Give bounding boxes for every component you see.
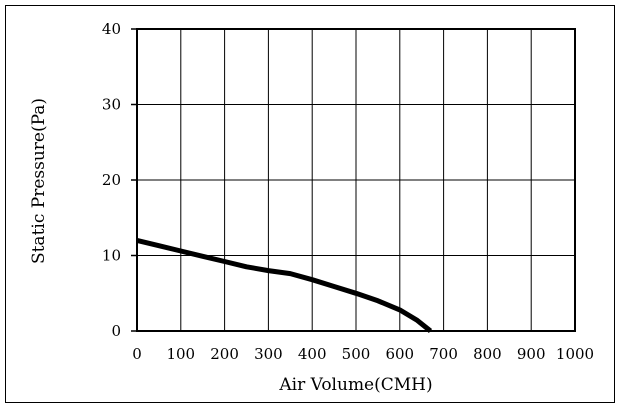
x-tick-label: 400 xyxy=(298,345,327,363)
x-tick-label: 800 xyxy=(473,345,502,363)
x-tick-label: 1000 xyxy=(556,345,594,363)
x-axis-label: Air Volume(CMH) xyxy=(278,375,432,395)
y-tick-label: 10 xyxy=(102,247,121,265)
y-tick-label: 20 xyxy=(102,171,121,189)
x-tick-label: 100 xyxy=(166,345,195,363)
y-tick-label: 40 xyxy=(102,20,121,38)
y-tick-label: 30 xyxy=(102,96,121,114)
x-tick-label: 600 xyxy=(385,345,414,363)
x-tick-label: 200 xyxy=(210,345,239,363)
y-tick-label: 0 xyxy=(111,322,121,340)
x-tick-label: 500 xyxy=(342,345,371,363)
chart-frame xyxy=(6,6,615,403)
x-tick-label: 300 xyxy=(254,345,283,363)
x-tick-label: 700 xyxy=(429,345,458,363)
x-tick-label: 900 xyxy=(517,345,546,363)
x-tick-label: 0 xyxy=(132,345,142,363)
y-axis-label: Static Pressure(Pa) xyxy=(29,98,49,264)
